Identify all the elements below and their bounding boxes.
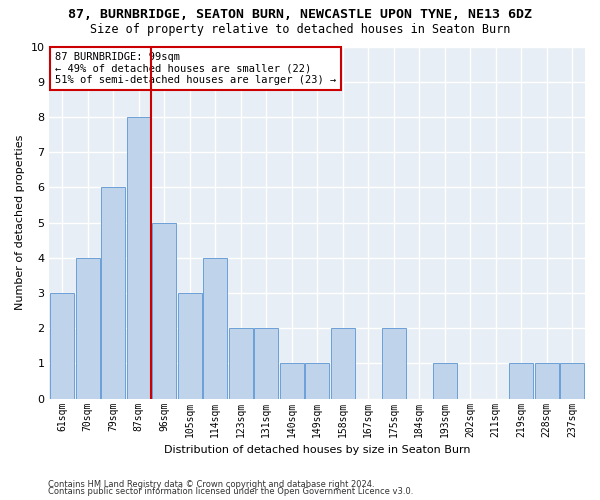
Text: Size of property relative to detached houses in Seaton Burn: Size of property relative to detached ho…	[90, 22, 510, 36]
Bar	[50, 293, 74, 399]
Bar	[76, 258, 100, 398]
Bar	[203, 258, 227, 398]
Bar	[229, 328, 253, 398]
Bar	[509, 364, 533, 398]
Bar	[152, 222, 176, 398]
Bar	[305, 364, 329, 398]
Text: Contains HM Land Registry data © Crown copyright and database right 2024.: Contains HM Land Registry data © Crown c…	[48, 480, 374, 489]
Bar	[433, 364, 457, 398]
Bar	[560, 364, 584, 398]
Y-axis label: Number of detached properties: Number of detached properties	[15, 135, 25, 310]
Bar	[127, 117, 151, 398]
X-axis label: Distribution of detached houses by size in Seaton Burn: Distribution of detached houses by size …	[164, 445, 470, 455]
Bar	[535, 364, 559, 398]
Text: 87, BURNBRIDGE, SEATON BURN, NEWCASTLE UPON TYNE, NE13 6DZ: 87, BURNBRIDGE, SEATON BURN, NEWCASTLE U…	[68, 8, 532, 20]
Bar	[101, 188, 125, 398]
Text: Contains public sector information licensed under the Open Government Licence v3: Contains public sector information licen…	[48, 487, 413, 496]
Bar	[280, 364, 304, 398]
Text: 87 BURNBRIDGE: 99sqm
← 49% of detached houses are smaller (22)
51% of semi-detac: 87 BURNBRIDGE: 99sqm ← 49% of detached h…	[55, 52, 336, 85]
Bar	[331, 328, 355, 398]
Bar	[178, 293, 202, 399]
Bar	[382, 328, 406, 398]
Bar	[254, 328, 278, 398]
